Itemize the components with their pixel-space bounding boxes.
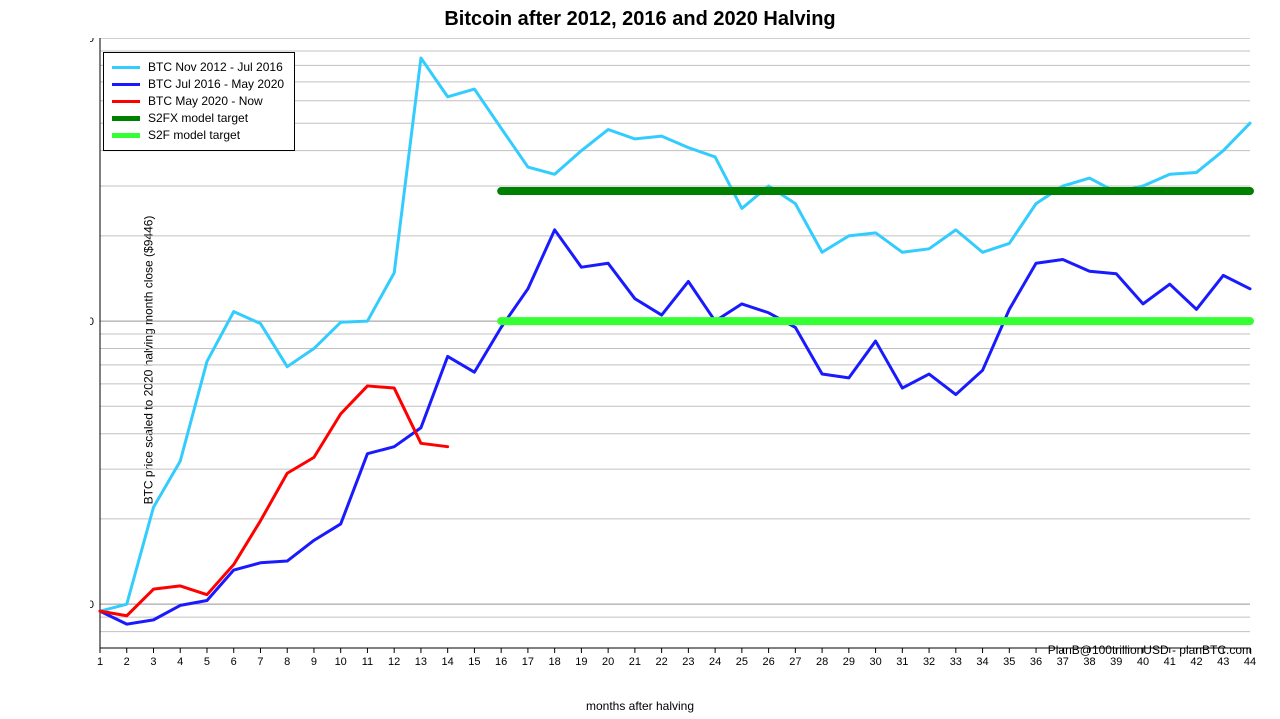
legend-swatch xyxy=(112,133,140,138)
svg-text:6: 6 xyxy=(231,656,237,668)
svg-text:41: 41 xyxy=(1164,656,1176,668)
legend-swatch xyxy=(112,83,140,86)
svg-text:42: 42 xyxy=(1190,656,1202,668)
svg-text:$10,000: $10,000 xyxy=(90,599,94,611)
legend-item: BTC Jul 2016 - May 2020 xyxy=(112,76,284,93)
legend-label: BTC Jul 2016 - May 2020 xyxy=(148,76,284,93)
legend-item: BTC May 2020 - Now xyxy=(112,93,284,110)
svg-text:9: 9 xyxy=(311,656,317,668)
svg-text:33: 33 xyxy=(950,656,962,668)
svg-text:39: 39 xyxy=(1110,656,1122,668)
svg-text:12: 12 xyxy=(388,656,400,668)
svg-text:20: 20 xyxy=(602,656,614,668)
svg-text:1: 1 xyxy=(97,656,103,668)
svg-text:13: 13 xyxy=(415,656,427,668)
legend-swatch xyxy=(112,116,140,121)
svg-text:32: 32 xyxy=(923,656,935,668)
svg-text:34: 34 xyxy=(976,656,988,668)
svg-text:36: 36 xyxy=(1030,656,1042,668)
legend-label: S2F model target xyxy=(148,127,240,144)
svg-text:16: 16 xyxy=(495,656,507,668)
svg-text:26: 26 xyxy=(762,656,774,668)
svg-text:8: 8 xyxy=(284,656,290,668)
svg-text:24: 24 xyxy=(709,656,721,668)
svg-text:25: 25 xyxy=(736,656,748,668)
legend-label: BTC Nov 2012 - Jul 2016 xyxy=(148,59,283,76)
svg-text:38: 38 xyxy=(1083,656,1095,668)
svg-text:44: 44 xyxy=(1244,656,1256,668)
svg-text:14: 14 xyxy=(442,656,454,668)
legend-label: BTC May 2020 - Now xyxy=(148,93,263,110)
legend-label: S2FX model target xyxy=(148,110,248,127)
svg-text:18: 18 xyxy=(549,656,561,668)
legend-item: S2FX model target xyxy=(112,110,284,127)
svg-text:27: 27 xyxy=(789,656,801,668)
svg-text:17: 17 xyxy=(522,656,534,668)
svg-text:7: 7 xyxy=(257,656,263,668)
svg-text:29: 29 xyxy=(843,656,855,668)
svg-text:15: 15 xyxy=(468,656,480,668)
svg-text:21: 21 xyxy=(629,656,641,668)
svg-text:$100,000: $100,000 xyxy=(90,316,94,328)
legend-swatch xyxy=(112,100,140,103)
legend-item: S2F model target xyxy=(112,127,284,144)
svg-text:10: 10 xyxy=(335,656,347,668)
svg-text:5: 5 xyxy=(204,656,210,668)
svg-text:2: 2 xyxy=(124,656,130,668)
svg-text:19: 19 xyxy=(575,656,587,668)
legend-item: BTC Nov 2012 - Jul 2016 xyxy=(112,59,284,76)
svg-text:35: 35 xyxy=(1003,656,1015,668)
svg-text:30: 30 xyxy=(869,656,881,668)
legend: BTC Nov 2012 - Jul 2016BTC Jul 2016 - Ma… xyxy=(103,52,295,151)
x-axis-label: months after halving xyxy=(0,699,1280,713)
chart-container: Bitcoin after 2012, 2016 and 2020 Halvin… xyxy=(0,0,1280,719)
svg-text:3: 3 xyxy=(150,656,156,668)
svg-text:11: 11 xyxy=(362,656,373,668)
svg-text:4: 4 xyxy=(177,656,183,668)
chart-title: Bitcoin after 2012, 2016 and 2020 Halvin… xyxy=(0,8,1280,31)
svg-text:43: 43 xyxy=(1217,656,1229,668)
svg-text:$1,000,000: $1,000,000 xyxy=(90,38,94,45)
svg-text:31: 31 xyxy=(896,656,908,668)
svg-text:37: 37 xyxy=(1057,656,1069,668)
legend-swatch xyxy=(112,66,140,69)
svg-text:40: 40 xyxy=(1137,656,1149,668)
svg-text:22: 22 xyxy=(656,656,668,668)
svg-text:23: 23 xyxy=(682,656,694,668)
svg-text:28: 28 xyxy=(816,656,828,668)
